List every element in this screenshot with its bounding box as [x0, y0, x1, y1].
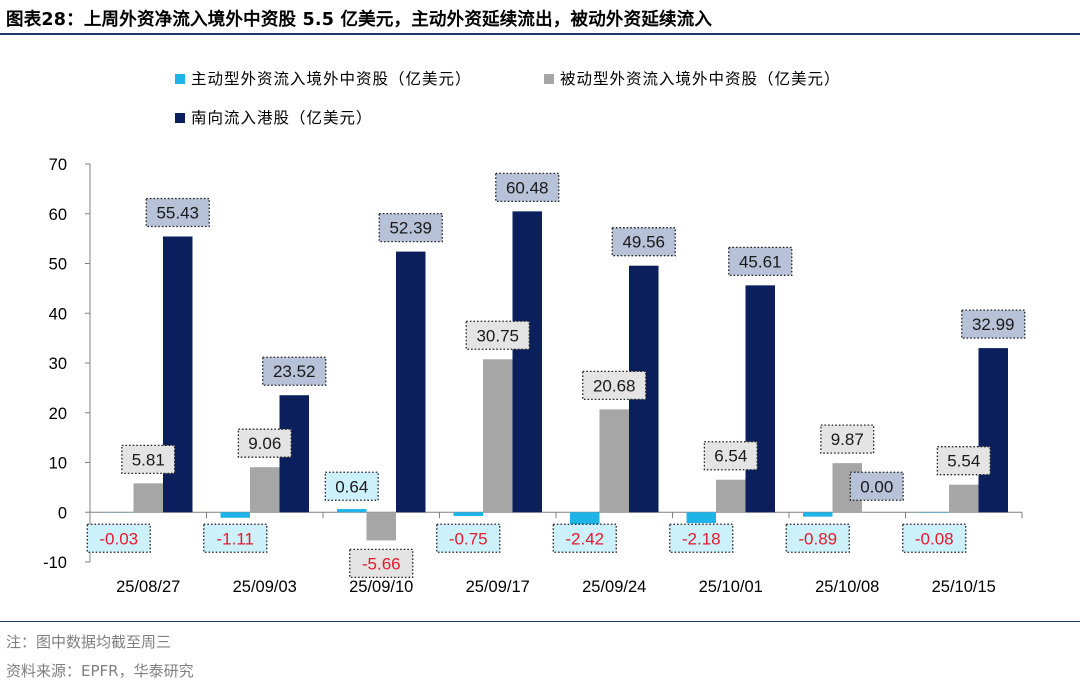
data-label: 60.48 [506, 178, 549, 197]
data-label-box [728, 246, 793, 276]
legend-item-southbound: 南向流入港股（亿美元） [175, 106, 373, 128]
data-label: 6.54 [714, 447, 747, 466]
bar-passive [599, 409, 629, 513]
legend-swatch-passive [544, 74, 554, 84]
x-category-label: 25/10/08 [815, 578, 879, 596]
data-label-box [582, 370, 647, 401]
data-label: 9.87 [831, 430, 864, 449]
data-label: -1.11 [217, 529, 255, 548]
y-tick-label: 70 [49, 156, 67, 174]
data-label-box [820, 424, 875, 454]
legend-item-active: 主动型外资流入境外中资股（亿美元） [175, 67, 472, 89]
data-label: 0.64 [335, 477, 368, 496]
y-tick-label: 40 [49, 305, 67, 323]
bar-southbound [745, 285, 775, 513]
title-rule [0, 33, 1080, 35]
data-label-box [86, 523, 151, 553]
y-tick-label: 0 [58, 504, 67, 522]
data-label-box [849, 471, 904, 501]
bar-southbound [396, 251, 426, 513]
bar-southbound [978, 348, 1008, 513]
data-label: 52.39 [389, 219, 432, 238]
x-category-label: 25/10/01 [699, 578, 763, 596]
data-label-box [465, 320, 530, 350]
bar-active [686, 512, 716, 524]
data-label: 0.00 [860, 477, 893, 496]
bar-passive [483, 359, 513, 513]
data-label-box [961, 309, 1026, 339]
bar-active [337, 509, 367, 513]
data-label: -0.03 [99, 529, 138, 548]
data-label: 30.75 [476, 326, 519, 345]
data-label-box [237, 428, 292, 458]
data-label: 49.56 [622, 233, 665, 252]
bar-active [453, 512, 483, 516]
legend-swatch-southbound [175, 113, 185, 123]
data-label: 55.43 [156, 203, 199, 222]
legend-label-passive: 被动型外资流入境外中资股（亿美元） [560, 70, 841, 88]
x-category-label: 25/09/24 [582, 578, 646, 596]
data-label: 20.68 [593, 376, 636, 395]
data-label: -0.75 [449, 529, 488, 548]
bar-passive [949, 484, 979, 513]
data-label-box [378, 212, 443, 243]
footnote: 注：图中数据均截至周三 [6, 633, 172, 651]
x-category-label: 25/10/15 [932, 578, 996, 596]
footer-rule [0, 621, 1080, 622]
data-label: 23.52 [273, 362, 316, 381]
data-label-box [495, 172, 560, 203]
data-label-box [262, 356, 327, 386]
data-label: 5.81 [132, 450, 165, 469]
data-label: -2.18 [682, 529, 721, 548]
chart-title: 图表28：上周外资净流入境外中资股 5.5 亿美元，主动外资延续流出，被动外资延… [6, 10, 713, 30]
y-tick-label: 30 [49, 355, 67, 373]
data-label: 5.54 [947, 452, 980, 471]
x-category-label: 25/08/27 [116, 578, 180, 596]
data-label: 32.99 [972, 315, 1015, 334]
y-tick-label: 60 [49, 206, 67, 224]
bar-passive [716, 479, 746, 513]
x-category-label: 25/09/10 [349, 578, 413, 596]
bar-passive [366, 512, 396, 541]
data-label-box [121, 444, 176, 474]
source-note: 资料来源：EPFR，华泰研究 [6, 662, 194, 680]
bar-passive [133, 483, 163, 513]
data-label-box [936, 446, 991, 476]
legend-label-active: 主动型外资流入境外中资股（亿美元） [191, 70, 472, 88]
data-label: -0.89 [798, 529, 837, 548]
bar-active [220, 512, 250, 518]
data-label-box [703, 441, 758, 471]
data-label-box [552, 523, 617, 553]
data-label-box [611, 227, 676, 257]
data-label: 9.06 [248, 434, 281, 453]
x-category-label: 25/09/17 [466, 578, 530, 596]
data-label-box [145, 197, 210, 228]
data-label-box [349, 548, 414, 579]
data-label: -0.08 [915, 529, 954, 548]
legend-swatch-active [175, 74, 185, 84]
bar-active [570, 512, 600, 525]
data-label-box [203, 523, 268, 553]
data-label-box [669, 523, 734, 553]
bar-southbound [512, 211, 542, 513]
x-category-label: 25/09/03 [233, 578, 297, 596]
data-label: -2.42 [565, 529, 604, 548]
legend-item-passive: 被动型外资流入境外中资股（亿美元） [544, 67, 841, 89]
data-label: 45.61 [739, 252, 782, 271]
data-label-box [436, 523, 501, 553]
y-tick-label: 10 [49, 455, 67, 473]
data-label: -5.66 [362, 554, 401, 573]
legend-label-southbound: 南向流入港股（亿美元） [191, 109, 373, 127]
bar-passive [250, 467, 280, 513]
y-tick-label: 50 [49, 256, 67, 274]
data-label-box [324, 471, 379, 501]
y-tick-label: -10 [43, 554, 67, 572]
data-label-box [902, 523, 967, 553]
bar-active [803, 512, 833, 517]
y-tick-label: 20 [49, 405, 67, 423]
data-label-box [785, 523, 850, 553]
